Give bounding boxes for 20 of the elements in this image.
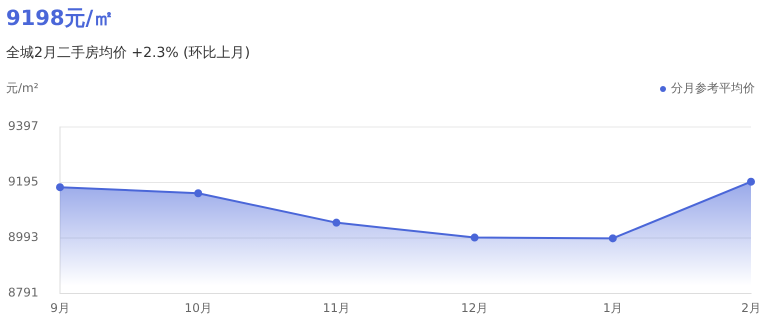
chart-subtitle: 全城2月二手房均价 +2.3% (环比上月) (6, 44, 250, 62)
x-tick-label: 11月 (322, 300, 350, 315)
x-tick-label: 9月 (50, 300, 70, 315)
point (747, 178, 755, 186)
point (470, 234, 479, 242)
point (332, 218, 340, 227)
y-tick-label: 9195 (8, 174, 39, 189)
x-tick-label: 1月 (602, 300, 623, 315)
x-tick-label: 10月 (184, 300, 212, 315)
point (56, 183, 64, 192)
y-tick-label: 8993 (8, 230, 39, 244)
x-tick-label: 12月 (460, 300, 488, 315)
y-tick-label: 8791 (8, 286, 39, 300)
chart-title: 9198元/㎡ (6, 5, 114, 32)
x-tick-label: 2月 (741, 300, 761, 315)
point (608, 234, 617, 242)
point (194, 189, 202, 198)
y-axis-title: 元/m² (6, 80, 39, 97)
y-tick-label: 9397 (8, 119, 39, 134)
legend-label: 分月参考平均价 (671, 80, 755, 97)
